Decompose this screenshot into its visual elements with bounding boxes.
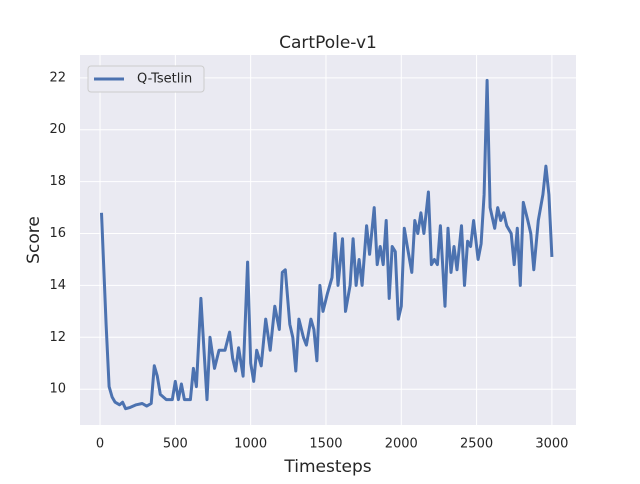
legend-box [87,65,205,93]
x-tick-label: 1000 [234,437,267,452]
x-axis-label: Timesteps [283,457,371,477]
y-tick-label: 12 [49,330,66,345]
y-axis-label: Score [24,216,44,264]
y-tick-label: 16 [49,226,66,241]
x-tick-label: 0 [96,437,104,452]
x-tick-label: 1500 [309,437,342,452]
legend-label: Q-Tsetlin [137,72,192,87]
x-tick-label: 3000 [535,437,568,452]
x-tick-label: 2000 [385,437,418,452]
y-tick-label: 14 [49,278,66,293]
y-tick-label: 18 [49,174,66,189]
x-tick-label: 2500 [460,437,493,452]
line [100,78,554,411]
plot-area [80,55,576,425]
y-tick-label: 10 [49,382,66,397]
y-tick-label: 20 [49,122,66,137]
x-tick-label: 500 [163,437,188,452]
chart-title: CartPole-v1 [279,33,377,53]
y-tick-label: 22 [49,70,66,85]
